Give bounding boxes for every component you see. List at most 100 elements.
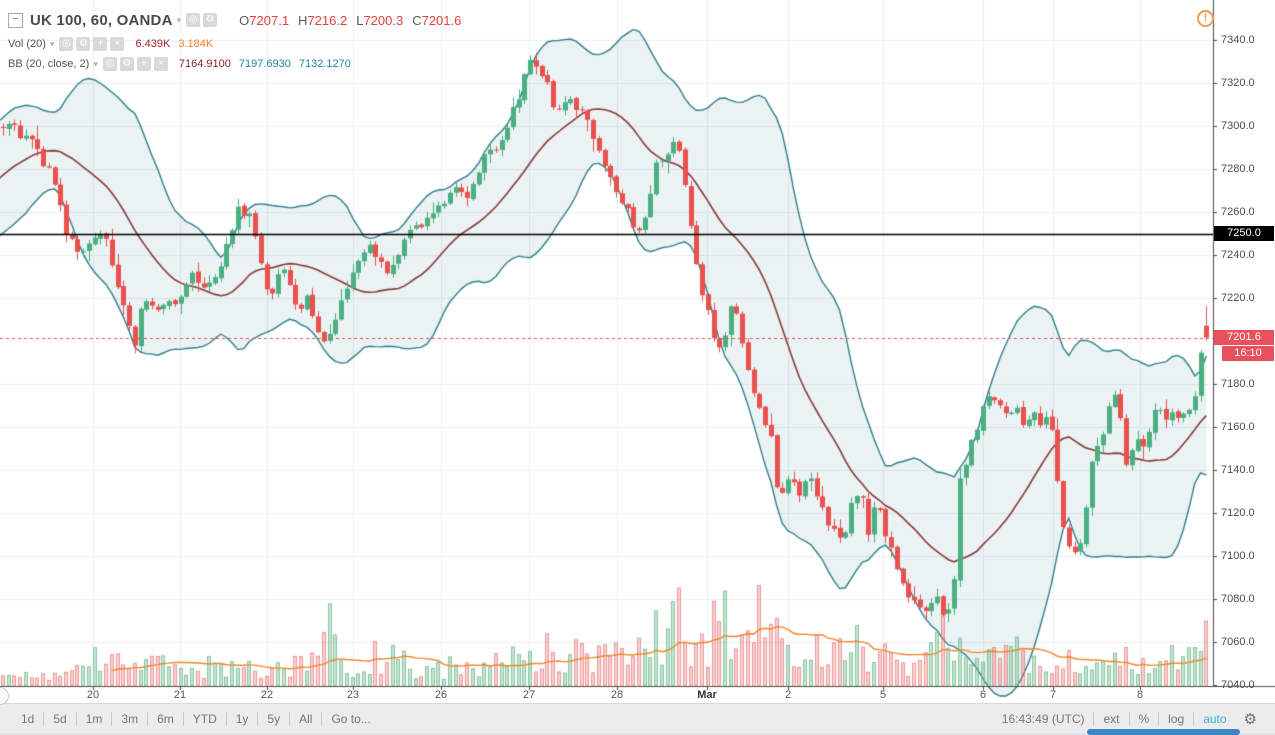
toolbar-button-percent[interactable]: % bbox=[1138, 712, 1150, 726]
low-value: 7200.3 bbox=[363, 12, 404, 28]
eye-icon[interactable]: ◎ bbox=[186, 13, 201, 27]
range-buttons: 1d 5d 1m 3m 6m YTD 1y 5y All Go to... bbox=[0, 712, 380, 726]
close-icon[interactable]: × bbox=[153, 57, 168, 71]
price-tick-label: 7080.0 bbox=[1221, 592, 1255, 605]
toolbar-right: 16:43:49 (UTC) ext% log auto ⚙ bbox=[993, 710, 1275, 728]
bottom-edge-strip bbox=[0, 733, 1275, 735]
time-tick-label: 27 bbox=[522, 689, 536, 701]
separator bbox=[43, 712, 45, 726]
range-button-6m[interactable]: 6m bbox=[157, 712, 174, 726]
symbol-title[interactable]: UK 100, 60, OANDA bbox=[30, 11, 173, 29]
chevron-down-icon[interactable]: ▾ bbox=[93, 58, 98, 69]
range-button-1y[interactable]: 1y bbox=[235, 712, 249, 726]
gear-icon[interactable]: ⚙ bbox=[119, 57, 134, 71]
price-tick-label: 7320.0 bbox=[1221, 76, 1255, 89]
price-tick-label: 7160.0 bbox=[1221, 420, 1255, 433]
time-tick-label: 21 bbox=[173, 689, 187, 701]
time-tick-label: 8 bbox=[1136, 689, 1144, 701]
gear-icon[interactable]: ⚙ bbox=[203, 13, 218, 27]
price-tick-label: 7260.0 bbox=[1221, 205, 1255, 218]
alert-exclamation-icon[interactable]: ! bbox=[1197, 10, 1214, 27]
separator bbox=[75, 712, 77, 726]
price-tick-label: 7180.0 bbox=[1221, 377, 1255, 390]
indicator-volume-label[interactable]: Vol (20) bbox=[8, 38, 46, 50]
close-value: 7201.6 bbox=[421, 12, 462, 28]
scale-buttons: ext% log auto bbox=[1093, 712, 1235, 726]
price-tick-label: 7100.0 bbox=[1221, 549, 1255, 562]
separator bbox=[147, 712, 149, 726]
range-button-goto[interactable]: Go to... bbox=[331, 712, 371, 726]
bottom-toolbar: 1d 5d 1m 3m 6m YTD 1y 5y All Go to... 16:43:49 (U… bbox=[0, 703, 1275, 734]
toolbar-button-log[interactable]: log bbox=[1168, 712, 1185, 726]
time-tick-label: 20 bbox=[86, 689, 100, 701]
time-tick-label: 22 bbox=[260, 689, 274, 701]
toolbar-button-ext[interactable]: ext bbox=[1103, 712, 1120, 726]
chevron-down-icon[interactable]: ▾ bbox=[176, 14, 182, 25]
ohlc-values: O7207.1 H7216.2 L7200.3 C7201.6 bbox=[230, 13, 461, 28]
time-tick-label: 26 bbox=[434, 689, 448, 701]
time-tick-label: Mar bbox=[697, 689, 717, 701]
price-tick-label: 7040.0 bbox=[1221, 678, 1255, 691]
plus-icon[interactable]: + bbox=[93, 37, 108, 51]
plus-icon[interactable]: + bbox=[136, 57, 151, 71]
range-button-3m[interactable]: 3m bbox=[121, 712, 139, 726]
range-button-all[interactable]: All bbox=[299, 712, 313, 726]
separator bbox=[289, 712, 291, 726]
toolbar-button-auto[interactable]: auto bbox=[1203, 712, 1227, 726]
price-tick-label: 7140.0 bbox=[1221, 463, 1255, 476]
low-label: L bbox=[356, 12, 364, 28]
volume-last-value: 6.439K bbox=[135, 38, 171, 50]
eye-icon[interactable]: ◎ bbox=[102, 57, 117, 71]
gear-icon[interactable]: ⚙ bbox=[76, 37, 91, 51]
clock: 16:43:49 (UTC) bbox=[1001, 712, 1085, 726]
open-value: 7207.1 bbox=[249, 12, 290, 28]
time-tick-label: 2 bbox=[784, 689, 792, 701]
time-tick-label: 23 bbox=[346, 689, 360, 701]
eye-icon[interactable]: ◎ bbox=[59, 37, 74, 51]
price-tick-label: 7060.0 bbox=[1221, 635, 1255, 648]
time-tick-label: 7 bbox=[1049, 689, 1057, 701]
open-label: O bbox=[239, 12, 250, 28]
high-value: 7216.2 bbox=[307, 12, 348, 28]
price-tick-label: 7280.0 bbox=[1221, 162, 1255, 175]
bb-values: 7164.9100 7197.6930 7132.1270 bbox=[179, 58, 359, 70]
range-button-5y[interactable]: 5y bbox=[267, 712, 281, 726]
separator bbox=[257, 712, 259, 726]
gear-icon[interactable]: ⚙ bbox=[1243, 711, 1257, 728]
chevron-down-icon[interactable]: ▾ bbox=[49, 38, 55, 49]
bb-lower-value: 7132.1270 bbox=[298, 58, 351, 70]
separator bbox=[225, 712, 227, 726]
time-tick-label: 5 bbox=[879, 689, 887, 701]
high-label: H bbox=[298, 12, 308, 28]
volume-values: 6.439K 3.184K bbox=[135, 38, 221, 50]
legend-pane: − UK 100, 60, OANDA ▾ ◎ ⚙ O7207.1 H7216.2… bbox=[8, 8, 461, 74]
range-button-5d[interactable]: 5d bbox=[53, 712, 67, 726]
bb-basis-value: 7164.9100 bbox=[178, 58, 231, 70]
bb-upper-value: 7197.6930 bbox=[238, 58, 291, 70]
close-icon[interactable]: × bbox=[110, 37, 125, 51]
separator bbox=[1193, 712, 1195, 726]
price-tick-label: 7220.0 bbox=[1221, 291, 1255, 304]
price-tick-label: 7340.0 bbox=[1221, 33, 1255, 46]
separator bbox=[1128, 712, 1130, 726]
separator bbox=[182, 712, 184, 726]
separator bbox=[321, 712, 323, 726]
price-tick-label: 7300.0 bbox=[1221, 119, 1255, 132]
range-button-ytd[interactable]: YTD bbox=[192, 712, 217, 726]
separator bbox=[111, 712, 113, 726]
price-tick-label: 7240.0 bbox=[1221, 248, 1255, 261]
volume-ma-value: 3.184K bbox=[178, 38, 214, 50]
range-button-1d[interactable]: 1d bbox=[21, 712, 35, 726]
legend-collapse-icon[interactable]: − bbox=[8, 12, 23, 28]
separator bbox=[1093, 712, 1095, 726]
range-button-1m[interactable]: 1m bbox=[85, 712, 103, 726]
last-price-badge: 7201.6 bbox=[1214, 330, 1274, 346]
time-tick-label: 6 bbox=[979, 689, 987, 701]
scrollbar-thumb[interactable] bbox=[1087, 729, 1240, 735]
time-tick-label: 28 bbox=[610, 689, 624, 701]
separator bbox=[1158, 712, 1160, 726]
hline-price-badge: 7250.0 bbox=[1214, 226, 1274, 241]
indicator-bb-label[interactable]: BB (20, close, 2) bbox=[8, 58, 90, 70]
